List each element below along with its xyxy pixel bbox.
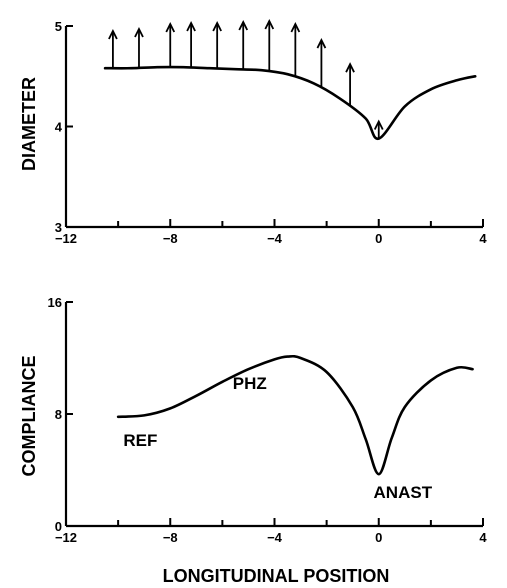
y-tick-label: 3 bbox=[55, 220, 62, 235]
displacement-arrow bbox=[108, 29, 118, 69]
y-tick-label: 0 bbox=[55, 519, 62, 534]
displacement-arrow bbox=[165, 21, 176, 68]
x-tick-label: 4 bbox=[479, 530, 487, 545]
diameter-series bbox=[103, 65, 477, 140]
x-tick-label: 0 bbox=[375, 530, 382, 545]
displacement-arrow bbox=[212, 20, 222, 69]
displacement-arrow bbox=[316, 38, 327, 88]
diameter-panel: −12 −8 −4 0 4 3 4 5 DIAMETER bbox=[19, 18, 488, 246]
displacement-arrow bbox=[290, 21, 301, 77]
displacement-arrow bbox=[264, 18, 275, 72]
diameter-ticks: −12 −8 −4 0 4 3 4 5 bbox=[55, 19, 488, 246]
x-tick-label: −8 bbox=[163, 231, 178, 246]
x-tick-label: −8 bbox=[163, 530, 178, 545]
displacement-arrow bbox=[238, 19, 249, 70]
y-tick-label: 8 bbox=[55, 407, 62, 422]
annotation-phz: PHZ bbox=[233, 374, 267, 393]
x-tick-label: 0 bbox=[375, 231, 382, 246]
annotation-anast: ANAST bbox=[374, 483, 433, 502]
displacement-arrow bbox=[134, 27, 144, 68]
compliance-series bbox=[116, 354, 474, 476]
compliance-panel: −12 −8 −4 0 4 0 8 16 REF PHZ ANAST COMPLIANCE bbox=[19, 295, 487, 545]
x-tick-label: −12 bbox=[55, 231, 77, 246]
compliance-ticks: −12 −8 −4 0 4 0 8 16 bbox=[48, 295, 488, 545]
displacement-arrow bbox=[186, 20, 196, 68]
x-axis-title: LONGITUDINAL POSITION bbox=[163, 566, 390, 586]
y-tick-label: 5 bbox=[55, 19, 62, 34]
compliance-annotations: REF PHZ ANAST bbox=[123, 374, 432, 502]
displacement-arrow bbox=[373, 119, 384, 139]
diameter-axes bbox=[64, 26, 483, 229]
series-line bbox=[116, 354, 474, 476]
x-tick-label: −12 bbox=[55, 530, 77, 545]
y-tick-label: 4 bbox=[55, 120, 63, 135]
displacement-arrow bbox=[345, 62, 355, 107]
y-tick-label: 16 bbox=[48, 295, 62, 310]
y-axis-title-diameter: DIAMETER bbox=[19, 77, 39, 171]
x-tick-label: −4 bbox=[267, 530, 283, 545]
y-axis-title-compliance: COMPLIANCE bbox=[19, 356, 39, 477]
series-line bbox=[103, 65, 477, 140]
x-tick-label: 4 bbox=[479, 231, 487, 246]
annotation-ref: REF bbox=[123, 431, 157, 450]
x-tick-label: −4 bbox=[267, 231, 283, 246]
diameter-arrows bbox=[108, 18, 384, 139]
